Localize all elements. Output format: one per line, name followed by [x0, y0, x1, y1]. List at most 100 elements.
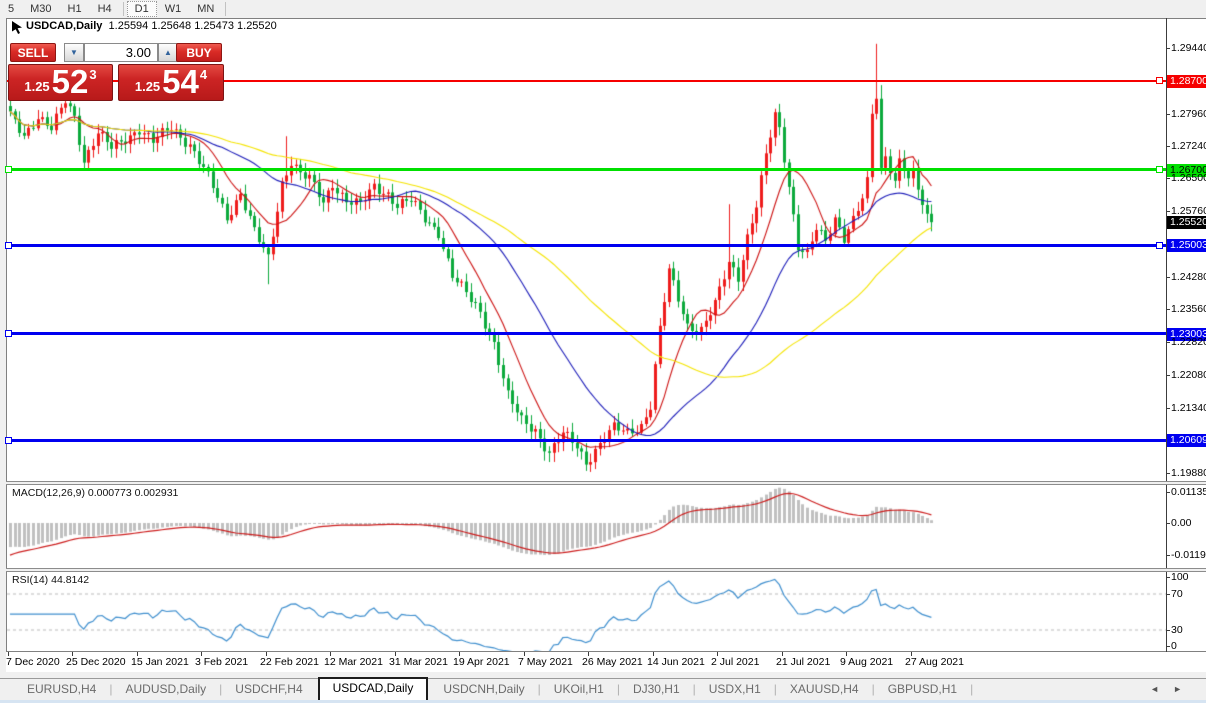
level-price-label: 1.20609 [1167, 434, 1206, 447]
toolbar-separator [122, 2, 124, 16]
date-axis-label: 25 Dec 2020 [66, 656, 126, 668]
price-axis-tick-label: 1.27240 [1171, 140, 1206, 152]
line-drag-handle[interactable] [5, 437, 12, 444]
date-axis-label: 15 Jan 2021 [131, 656, 189, 668]
price-axis-tick-label: 1.22820 [1171, 336, 1206, 348]
tab-scroll-right-icon[interactable]: ► [1173, 684, 1196, 694]
chart-tab-usdchf-h4[interactable]: USDCHF,H4 [235, 682, 303, 696]
price-axis-tick [1166, 375, 1170, 376]
tab-separator: | [537, 682, 541, 696]
horizontal-line-1.26700[interactable] [7, 168, 1166, 171]
date-axis-label: 14 Jun 2021 [647, 656, 705, 668]
line-drag-handle[interactable] [1156, 166, 1163, 173]
price-axis-tick-label: 1.26500 [1171, 172, 1206, 184]
chart-tab-usdcnh-daily[interactable]: USDCNH,Daily [443, 682, 525, 696]
ohlc-low: 1.25473 [194, 20, 234, 32]
rsi-label: RSI(14) [12, 574, 49, 586]
rsi-panel-separator[interactable] [6, 568, 1206, 572]
chart-tab-usdx-h1[interactable]: USDX,H1 [708, 682, 761, 696]
tab-scroll-left-icon[interactable]: ◄ [1150, 684, 1174, 694]
date-axis-tick [266, 652, 267, 656]
rsi-axis-label: 0 [1171, 640, 1177, 652]
date-axis-label: 3 Feb 2021 [195, 656, 249, 668]
rsi-title: RSI(14) 44.8142 [12, 574, 89, 586]
rsi-axis-label: 100 [1171, 571, 1189, 583]
date-axis-tick [588, 652, 589, 656]
chart-tab-bar: EURUSD,H4 | AUDUSD,Daily | USDCHF,H4 USDCAD,D… [0, 677, 1206, 700]
rsi-value: 44.8142 [51, 574, 90, 586]
level-price-label: 1.23003 [1167, 328, 1206, 341]
horizontal-line-1.20609[interactable] [7, 439, 1166, 442]
line-drag-handle[interactable] [5, 242, 12, 249]
date-axis-tick [653, 652, 654, 656]
horizontal-line-1.28700[interactable] [7, 80, 1166, 82]
buy-button[interactable]: BUY [176, 43, 222, 62]
macd-panel-separator[interactable] [6, 481, 1206, 485]
timeframe-button-h1[interactable]: H1 [67, 3, 82, 15]
date-axis-tick [201, 652, 202, 656]
chart-tab-ukoil-h1[interactable]: UKOil,H1 [553, 682, 604, 696]
timeframe-button-d1[interactable]: D1 [126, 1, 157, 17]
chart-tab-eurusd-h4[interactable]: EURUSD,H4 [27, 682, 97, 696]
date-axis-tick [459, 652, 460, 656]
chart-tab-audusd-daily[interactable]: AUDUSD,Daily [125, 682, 207, 696]
date-axis-tick [911, 652, 912, 656]
line-drag-handle[interactable] [1156, 77, 1163, 84]
chart-tab-dj30-h1[interactable]: DJ30,H1 [632, 682, 680, 696]
date-axis-tick [717, 652, 718, 656]
timeframe-button-m30[interactable]: M30 [30, 3, 52, 15]
line-drag-handle[interactable] [1156, 242, 1163, 249]
price-axis-tick [1166, 408, 1170, 409]
date-axis-tick [846, 652, 847, 656]
rsi-panel-canvas[interactable] [7, 572, 1166, 651]
price-axis-tick-label: 1.22080 [1171, 369, 1206, 381]
timeframe-button-h4[interactable]: H4 [97, 3, 112, 15]
chart-tab-xauusd-h4[interactable]: XAUUSD,H4 [789, 682, 859, 696]
price-axis-tick-label: 1.27960 [1171, 108, 1206, 120]
macd-panel-canvas[interactable] [7, 485, 1166, 568]
date-axis-tick [782, 652, 783, 656]
price-axis-tick [1166, 277, 1170, 278]
buy-price-big: 54 [162, 63, 199, 100]
price-axis-tick [1166, 473, 1170, 474]
buy-price-box[interactable]: 1.25 54 4 [118, 64, 224, 101]
price-axis-tick-label: 1.21340 [1171, 402, 1206, 414]
timeframe-button-w1[interactable]: W1 [164, 3, 182, 15]
timeframe-button-mn[interactable]: MN [197, 3, 215, 15]
volume-increase-button[interactable]: ▲ [158, 43, 178, 62]
chart-tab-usdcad-daily[interactable]: USDCAD,Daily [317, 677, 429, 700]
sell-price-big: 52 [51, 63, 89, 100]
price-axis-tick [1166, 178, 1170, 179]
buy-price-pip: 4 [199, 67, 208, 82]
line-drag-handle[interactable] [5, 166, 12, 173]
horizontal-line-1.25003[interactable] [7, 244, 1166, 247]
cursor-arrow-icon [11, 20, 25, 40]
timeframe-button-5[interactable]: 5 [8, 3, 15, 15]
date-axis-tick [8, 652, 9, 656]
sell-price-box[interactable]: 1.25 52 3 [8, 64, 113, 101]
macd-axis-label: 0.00 [1171, 517, 1192, 529]
rsi-axis-label: 30 [1171, 624, 1183, 636]
date-axis-label: 7 Dec 2020 [6, 656, 60, 668]
macd-axis-tick [1166, 492, 1170, 493]
date-axis-label: 26 May 2021 [582, 656, 643, 668]
volume-input[interactable] [84, 43, 158, 62]
ohlc-close: 1.25520 [237, 20, 277, 32]
horizontal-line-1.23003[interactable] [7, 332, 1166, 335]
rsi-axis-tick [1166, 646, 1170, 647]
macd-values: 0.000773 0.002931 [87, 487, 179, 499]
price-axis-border [1166, 18, 1167, 652]
price-axis-tick [1166, 114, 1170, 115]
tab-separator: | [109, 682, 113, 696]
price-axis-tick-label: 1.24280 [1171, 271, 1206, 283]
date-axis-tick [137, 652, 138, 656]
sell-button[interactable]: SELL [10, 43, 56, 62]
rsi-axis-tick [1166, 630, 1170, 631]
line-drag-handle[interactable] [5, 330, 12, 337]
volume-decrease-button[interactable]: ▼ [64, 43, 84, 62]
date-axis[interactable]: 7 Dec 2020 25 Dec 2020 15 Jan 2021 3 Feb 20… [6, 652, 1206, 672]
chart-tab-gbpusd-h1[interactable]: GBPUSD,H1 [887, 682, 958, 696]
tab-scroll-arrows[interactable]: ◄► [1150, 684, 1196, 694]
price-axis-tick [1166, 211, 1170, 212]
macd-axis-label: 0.01135 [1171, 486, 1206, 498]
